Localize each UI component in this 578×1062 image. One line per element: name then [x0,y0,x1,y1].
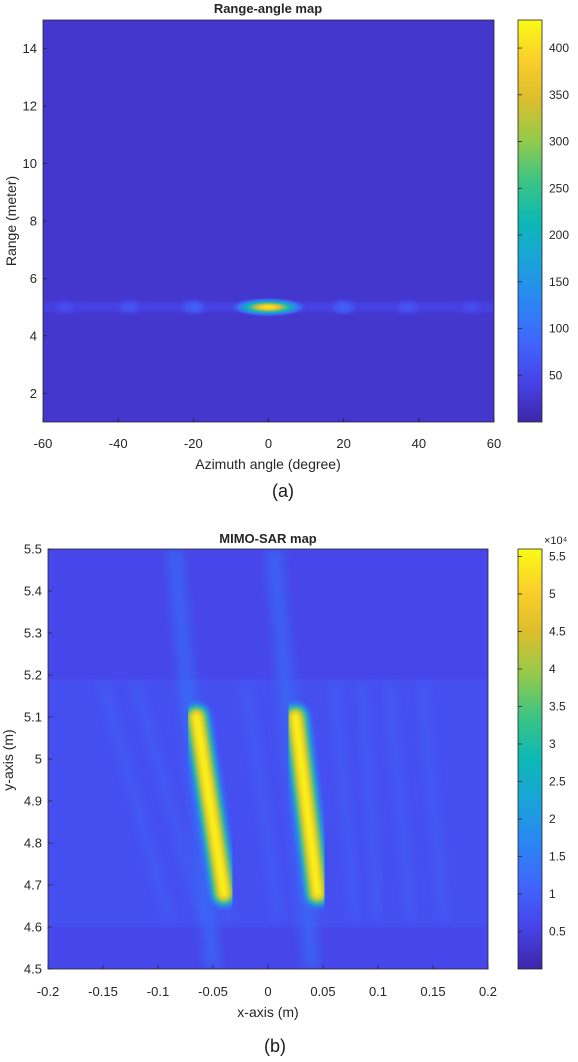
heatmap-features [48,549,488,969]
x-tick-label: -60 [34,436,53,451]
y-tick-label: 4.8 [24,836,42,851]
x-axis-label: x-axis (m) [237,1004,298,1020]
y-tick-labels: 2 4 6 8 10 12 14 [23,41,47,401]
y-tick-label: 12 [23,99,37,114]
colorbar-tick-label: 1.5 [549,850,566,864]
sidelobe-streak [418,683,448,919]
x-tick-labels: -60 -40 -20 0 20 40 60 [34,418,501,451]
colorbar [517,19,543,423]
colorbar-tick-label: 4.5 [549,625,566,639]
y-tick-label: 5 [35,752,42,767]
y-tick-label: 6 [30,271,37,286]
x-tick-label: 0 [265,436,272,451]
y-axis-label: Range (meter) [3,176,19,266]
x-tick-label: -40 [109,436,128,451]
colorbar-tick-labels: 0.5 1 1.5 2 2.5 3 3.5 4 4.5 5 5.5 [518,550,566,939]
colorbar-tick-label: 1 [549,887,556,901]
chart-title: MIMO-SAR map [219,531,317,546]
y-tick-label: 10 [23,156,37,171]
colorbar-tick-label: 3 [549,737,556,751]
colorbar-tick-label: 3.5 [549,700,566,714]
x-tick-labels: -0.2 -0.15 -0.1 -0.05 0 0.05 0.1 0.15 0.2 [37,965,497,999]
x-tick-label: 0.15 [420,984,445,999]
sidelobe-streak [242,682,283,920]
x-tick-label: 40 [412,436,426,451]
colorbar-tick-label: 50 [549,368,563,382]
x-axis-label: Azimuth angle (degree) [195,456,341,472]
y-tick-label: 4 [30,328,37,343]
x-tick-label: -0.15 [88,984,118,999]
heatmap-background [43,20,494,422]
range-angle-panel: Range-angle map -60 -40 -20 0 20 40 60 2 4 6 8 10 1… [3,1,569,501]
side-lobe [324,297,363,318]
y-tick-labels: 4.5 4.6 4.7 4.8 4.9 5 5.1 5.2 5.3 5.4 5.5 [24,542,52,977]
chart-title: Range-angle map [214,1,322,16]
x-tick-label: -0.2 [37,984,59,999]
colorbar-tick-label: 4 [549,662,556,676]
sidelobe-streak [99,682,173,920]
side-lobe [46,297,85,318]
y-tick-label: 5.5 [24,542,42,557]
colorbar-multiplier: ×10⁴ [544,535,568,547]
x-tick-label: -0.05 [198,984,228,999]
colorbar [517,548,543,970]
x-tick-label: 20 [336,436,350,451]
colorbar-tick-label: 2 [549,812,556,826]
x-tick-label: -0.1 [147,984,169,999]
colorbar-tick-label: 300 [549,135,569,149]
target-reflector [292,713,321,897]
sidelobe-streak [385,683,415,919]
colorbar-tick-label: 0.5 [549,925,566,939]
sidelobe-streak [358,683,382,919]
x-tick-label: -20 [184,436,203,451]
colorbar-tick-label: 5.5 [549,550,566,564]
x-tick-label: 0.1 [369,984,387,999]
sidelobe-streak [132,682,206,920]
side-lobe [174,297,213,318]
y-tick-label: 5.3 [24,626,42,641]
y-tick-label: 5.2 [24,668,42,683]
side-lobe [110,297,149,318]
colorbar-tick-label: 150 [549,275,569,289]
y-tick-label: 5.4 [24,584,42,599]
colorbar-tick-label: 100 [549,322,569,336]
panel-label: (b) [264,1036,286,1056]
colorbar-tick-label: 2.5 [549,775,566,789]
colorbar-tick-label: 200 [549,228,569,242]
x-tick-label: 60 [487,436,501,451]
target-main-lobe [227,297,310,318]
y-tick-label: 14 [23,41,37,56]
y-axis-label: y-axis (m) [0,729,16,790]
colorbar-tick-label: 400 [549,41,569,55]
x-tick-label: 0.2 [479,984,497,999]
y-tick-label: 4.7 [24,878,42,893]
response-band [48,679,488,927]
colorbar-tick-label: 250 [549,181,569,195]
x-tick-label: 0 [264,984,271,999]
colorbar-tick-labels: 50 100 150 200 250 300 350 400 [518,41,569,382]
y-tick-label: 4.9 [24,794,42,809]
y-tick-label: 5.1 [24,710,42,725]
y-tick-label: 4.6 [24,920,42,935]
y-tick-label: 4.5 [24,962,42,977]
colorbar-tick-label: 350 [549,88,569,102]
side-lobe [388,297,427,318]
x-tick-label: 0.05 [310,984,335,999]
sidelobe-streak [330,683,360,919]
target-reflector [193,713,228,897]
side-lobe [452,297,491,318]
mimo-sar-panel: MIMO-SAR map -0.2 -0.15 -0.1 -0.05 0 0.05 0.1 0… [0,531,568,1056]
colorbar-tick-label: 5 [549,587,556,601]
panel-label: (a) [272,481,294,501]
y-tick-label: 2 [30,386,37,401]
y-tick-label: 8 [30,214,37,229]
heatmap-features [43,297,494,318]
